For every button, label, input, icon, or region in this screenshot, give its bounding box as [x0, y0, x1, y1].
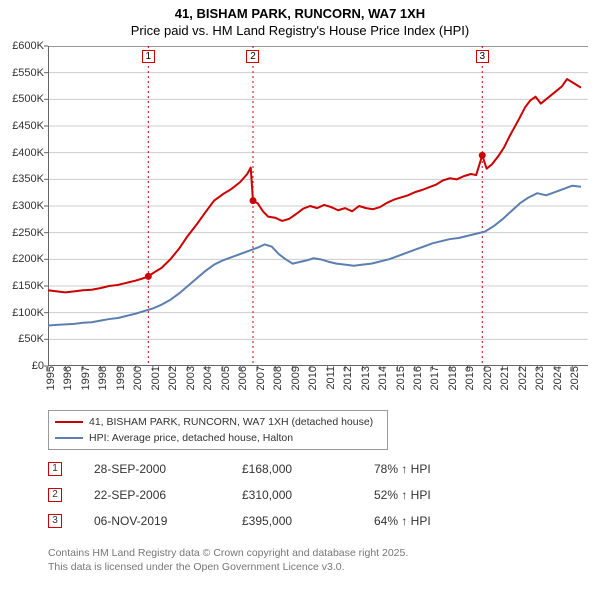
title-line-2: Price paid vs. HM Land Registry's House …	[0, 23, 600, 38]
x-axis-label: 2002	[161, 366, 179, 390]
y-axis-label: £100K	[12, 307, 48, 319]
chart-marker-label: 2	[246, 50, 259, 63]
legend-label: HPI: Average price, detached house, Halt…	[89, 432, 293, 444]
y-axis-label: £150K	[12, 280, 48, 292]
legend-label: 41, BISHAM PARK, RUNCORN, WA7 1XH (detac…	[89, 416, 373, 428]
legend-item: HPI: Average price, detached house, Halt…	[55, 430, 381, 446]
x-axis-label: 2005	[214, 366, 232, 390]
x-axis-label: 2023	[528, 366, 546, 390]
y-axis-label: £250K	[12, 227, 48, 239]
x-axis-label: 2008	[266, 366, 284, 390]
x-axis-label: 2009	[284, 366, 302, 390]
legend-item: 41, BISHAM PARK, RUNCORN, WA7 1XH (detac…	[55, 414, 381, 430]
footer-attribution: Contains HM Land Registry data © Crown c…	[48, 546, 408, 574]
legend-color-swatch	[55, 437, 83, 439]
x-axis-label: 1995	[39, 366, 57, 390]
x-axis-label: 1999	[109, 366, 127, 390]
x-axis-label: 2016	[406, 366, 424, 390]
y-axis-label: £300K	[12, 200, 48, 212]
sale-dot	[249, 197, 256, 204]
x-axis-label: 2000	[126, 366, 144, 390]
footer-line-1: Contains HM Land Registry data © Crown c…	[48, 546, 408, 560]
sale-dot	[479, 152, 486, 159]
chart-marker-label: 3	[476, 50, 489, 63]
x-axis-label: 2017	[423, 366, 441, 390]
x-axis-label: 2020	[476, 366, 494, 390]
x-axis-label: 2024	[546, 366, 564, 390]
y-axis-label: £350K	[12, 173, 48, 185]
x-axis-label: 2022	[511, 366, 529, 390]
sale-date: 28-SEP-2000	[94, 462, 242, 476]
y-axis-label: £50K	[18, 333, 48, 345]
sale-date: 22-SEP-2006	[94, 488, 242, 502]
x-axis-label: 2019	[458, 366, 476, 390]
y-axis-label: £200K	[12, 253, 48, 265]
series-price_paid	[48, 79, 581, 292]
legend-color-swatch	[55, 421, 83, 423]
sale-marker: 3	[48, 514, 62, 528]
sale-dot	[145, 273, 152, 280]
x-axis-label: 2004	[196, 366, 214, 390]
sales-table: 1 28-SEP-2000£168,00078% ↑ HPI 2 22-SEP-200…	[48, 456, 431, 534]
x-axis-label: 2006	[231, 366, 249, 390]
y-axis-label: £500K	[12, 93, 48, 105]
y-axis-label: £400K	[12, 147, 48, 159]
legend-box: 41, BISHAM PARK, RUNCORN, WA7 1XH (detac…	[48, 410, 388, 450]
title-line-1: 41, BISHAM PARK, RUNCORN, WA7 1XH	[0, 6, 600, 21]
x-axis-label: 2010	[301, 366, 319, 390]
x-axis-label: 1996	[56, 366, 74, 390]
x-axis-label: 2003	[179, 366, 197, 390]
y-axis-label: £450K	[12, 120, 48, 132]
x-axis-label: 2013	[354, 366, 372, 390]
sale-row: 3 06-NOV-2019£395,00064% ↑ HPI	[48, 508, 431, 534]
x-axis-label: 2012	[336, 366, 354, 390]
sale-marker: 2	[48, 488, 62, 502]
sale-pct-vs-hpi: 52% ↑ HPI	[374, 488, 431, 502]
sale-price: £395,000	[242, 514, 374, 528]
footer-line-2: This data is licensed under the Open Gov…	[48, 560, 408, 574]
chart-svg	[48, 46, 588, 366]
x-axis-label: 2021	[493, 366, 511, 390]
x-axis-label: 2018	[441, 366, 459, 390]
sale-row: 1 28-SEP-2000£168,00078% ↑ HPI	[48, 456, 431, 482]
sale-price: £168,000	[242, 462, 374, 476]
sale-pct-vs-hpi: 64% ↑ HPI	[374, 514, 431, 528]
sale-pct-vs-hpi: 78% ↑ HPI	[374, 462, 431, 476]
x-axis-label: 2001	[144, 366, 162, 390]
x-axis-label: 1998	[91, 366, 109, 390]
x-axis-label: 1997	[74, 366, 92, 390]
x-axis-label: 2015	[389, 366, 407, 390]
x-axis-label: 2014	[371, 366, 389, 390]
y-axis-label: £550K	[12, 67, 48, 79]
y-axis-label: £600K	[12, 40, 48, 52]
x-axis-label: 2007	[249, 366, 267, 390]
sale-marker: 1	[48, 462, 62, 476]
x-axis-label: 2011	[319, 366, 337, 390]
sale-row: 2 22-SEP-2006£310,00052% ↑ HPI	[48, 482, 431, 508]
x-axis-label: 2025	[563, 366, 581, 390]
price-vs-hpi-chart: £0£50K£100K£150K£200K£250K£300K£350K£400…	[48, 46, 588, 366]
sale-date: 06-NOV-2019	[94, 514, 242, 528]
chart-marker-label: 1	[142, 50, 155, 63]
sale-price: £310,000	[242, 488, 374, 502]
